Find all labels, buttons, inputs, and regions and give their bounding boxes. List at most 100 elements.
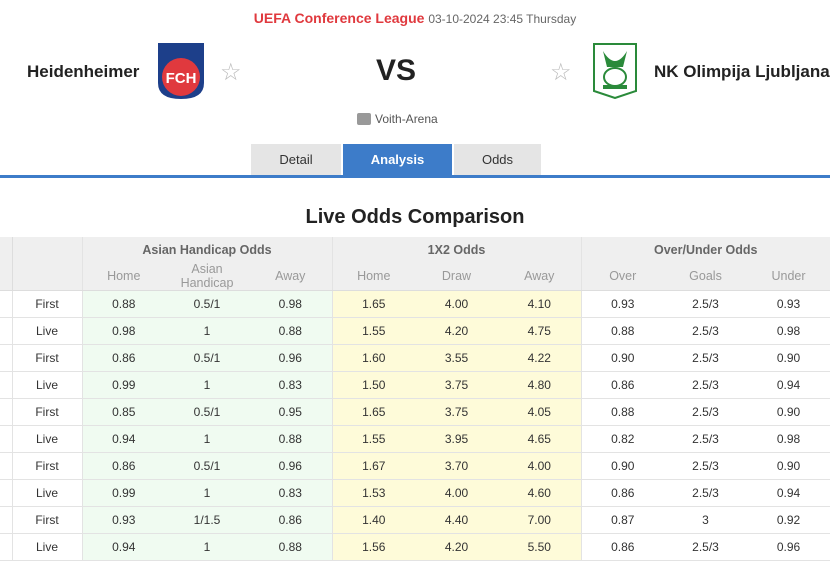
odds-cell: 1.60 <box>331 344 415 372</box>
favorite-home-star-icon[interactable]: ☆ <box>220 59 242 86</box>
odds-cell: 0.94 <box>747 371 830 399</box>
odds-cell: 2.5/3 <box>664 425 747 453</box>
home-team-logo: FCH <box>158 43 204 99</box>
column-header: Over <box>580 262 664 291</box>
odds-cell: 0.5/1 <box>165 452 249 480</box>
odds-cell: 4.60 <box>498 479 581 507</box>
column-header: Draw <box>415 262 498 291</box>
row-marker-header <box>0 237 13 291</box>
odds-type-label: Live <box>12 371 82 399</box>
odds-cell: 0.93 <box>747 290 830 318</box>
odds-cell: 3 <box>664 506 747 534</box>
table-row: First 0.93 1/1.5 0.86 1.40 4.40 7.00 0.87 3 0.92 <box>0 506 830 534</box>
odds-cell: 0.88 <box>249 317 332 345</box>
away-team-name[interactable]: NK Olimpija Ljubljana <box>654 62 830 81</box>
table-row: Live 0.94 1 0.88 1.56 4.20 5.50 0.86 2.5/3 0.96 <box>0 533 830 561</box>
odds-cell: 0.94 <box>81 425 165 453</box>
odds-cell: 4.05 <box>498 398 581 426</box>
odds-cell: 2.5/3 <box>664 344 747 372</box>
row-marker <box>0 290 13 318</box>
stadium-icon <box>357 113 371 125</box>
column-header: Home <box>331 262 415 291</box>
column-header: Under <box>747 262 830 291</box>
odds-cell: 0.93 <box>580 290 664 318</box>
odds-cell: 0.98 <box>249 290 332 318</box>
row-marker <box>0 398 13 426</box>
odds-cell: 0.90 <box>580 452 664 480</box>
odds-cell: 0.87 <box>580 506 664 534</box>
odds-type-label: Live <box>12 479 82 507</box>
table-row: Live 0.99 1 0.83 1.50 3.75 4.80 0.86 2.5/3 0.94 <box>0 371 830 399</box>
home-team-name[interactable]: Heidenheimer <box>27 62 140 81</box>
odds-cell: 3.70 <box>415 452 498 480</box>
odds-cell: 2.5/3 <box>664 290 747 318</box>
odds-cell: 0.88 <box>580 317 664 345</box>
venue-name: Voith-Arena <box>375 112 438 126</box>
odds-cell: 3.75 <box>415 398 498 426</box>
odds-cell: 0.5/1 <box>165 290 249 318</box>
odds-cell: 4.00 <box>415 290 498 318</box>
column-header: Asian Handicap <box>165 262 249 291</box>
match-header-league: UEFA Conference League 03-10-2024 23:45 … <box>0 10 830 26</box>
league-link[interactable]: UEFA Conference League <box>253 10 425 26</box>
odds-type-label: First <box>12 290 82 318</box>
tab-analysis[interactable]: Analysis <box>343 144 452 175</box>
odds-cell: 1.50 <box>331 371 415 399</box>
odds-cell: 0.88 <box>249 425 332 453</box>
odds-cell: 0.90 <box>747 452 830 480</box>
odds-cell: 0.94 <box>747 479 830 507</box>
odds-cell: 0.86 <box>81 452 165 480</box>
odds-type-label: Live <box>12 425 82 453</box>
odds-cell: 2.5/3 <box>664 533 747 561</box>
odds-cell: 0.83 <box>249 371 332 399</box>
odds-cell: 0.86 <box>249 506 332 534</box>
odds-cell: 1.55 <box>331 317 415 345</box>
row-marker <box>0 371 13 399</box>
odds-cell: 3.95 <box>415 425 498 453</box>
group-header: Asian Handicap Odds <box>81 237 332 262</box>
odds-cell: 0.90 <box>580 344 664 372</box>
odds-cell: 0.96 <box>747 533 830 561</box>
tab-detail[interactable]: Detail <box>251 144 341 175</box>
odds-cell: 4.10 <box>498 290 581 318</box>
odds-cell: 3.75 <box>415 371 498 399</box>
vs-label: VS <box>376 54 417 87</box>
odds-cell: 0.86 <box>580 371 664 399</box>
odds-cell: 0.5/1 <box>165 398 249 426</box>
odds-cell: 4.00 <box>498 452 581 480</box>
odds-cell: 4.80 <box>498 371 581 399</box>
odds-cell: 0.94 <box>81 533 165 561</box>
label-header <box>12 237 82 291</box>
odds-cell: 0.98 <box>81 317 165 345</box>
odds-cell: 0.99 <box>81 371 165 399</box>
venue: Voith-Arena <box>357 112 438 126</box>
odds-type-label: Live <box>12 533 82 561</box>
odds-cell: 0.90 <box>747 344 830 372</box>
table-row: Live 0.98 1 0.88 1.55 4.20 4.75 0.88 2.5/3 0.98 <box>0 317 830 345</box>
odds-cell: 1.40 <box>331 506 415 534</box>
tab-odds[interactable]: Odds <box>454 144 541 175</box>
odds-cell: 0.98 <box>747 425 830 453</box>
odds-cell: 1.55 <box>331 425 415 453</box>
odds-cell: 4.00 <box>415 479 498 507</box>
odds-cell: 1/1.5 <box>165 506 249 534</box>
odds-cell: 0.96 <box>249 452 332 480</box>
odds-cell: 0.86 <box>81 344 165 372</box>
odds-cell: 0.82 <box>580 425 664 453</box>
odds-type-label: First <box>12 506 82 534</box>
column-header: Home <box>81 262 165 291</box>
odds-cell: 4.20 <box>415 317 498 345</box>
table-row: First 0.85 0.5/1 0.95 1.65 3.75 4.05 0.88 2.5/3 0… <box>0 398 830 426</box>
odds-cell: 1 <box>165 425 249 453</box>
group-header: Over/Under Odds <box>580 237 830 262</box>
odds-cell: 1 <box>165 479 249 507</box>
table-row: First 0.86 0.5/1 0.96 1.67 3.70 4.00 0.90 2.5/3 0… <box>0 452 830 480</box>
row-marker <box>0 452 13 480</box>
odds-cell: 0.90 <box>747 398 830 426</box>
odds-cell: 1.65 <box>331 398 415 426</box>
odds-cell: 2.5/3 <box>664 398 747 426</box>
odds-cell: 0.86 <box>580 479 664 507</box>
row-marker <box>0 344 13 372</box>
odds-cell: 0.83 <box>249 479 332 507</box>
favorite-away-star-icon[interactable]: ☆ <box>550 59 572 86</box>
